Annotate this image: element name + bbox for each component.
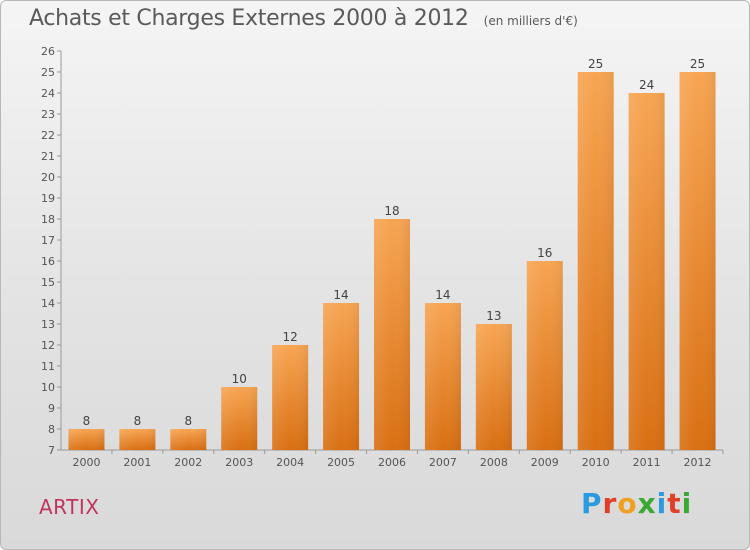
logo-letter: r xyxy=(602,487,618,520)
data-label: 16 xyxy=(537,246,552,260)
bar-shade xyxy=(221,387,258,450)
x-tick-label: 2002 xyxy=(174,456,202,469)
y-tick-label: 24 xyxy=(41,87,55,100)
data-label: 18 xyxy=(384,204,399,218)
y-tick-label: 16 xyxy=(41,255,55,268)
labels-group: 8 2000 8 2001 8 2002 10 2003 12 2004 14 2005 18 2006 1… xyxy=(72,57,711,469)
x-tick-label: 2004 xyxy=(276,456,304,469)
town-name: ARTIX xyxy=(39,495,100,519)
x-tick-label: 2000 xyxy=(72,456,100,469)
proxiti-logo: Proxiti xyxy=(581,487,692,520)
bars-group xyxy=(68,72,716,450)
x-tick-label: 2011 xyxy=(633,456,661,469)
chart-axes: 7 8 9 10 11 12 13 14 15 16 17 18 19 20 21 22 23 24 25 26 xyxy=(41,45,724,457)
data-label: 25 xyxy=(588,57,603,71)
y-tick-label: 17 xyxy=(41,234,55,247)
x-tick-label: 2009 xyxy=(531,456,559,469)
y-tick-label: 26 xyxy=(41,45,55,58)
y-tick-label: 10 xyxy=(41,381,55,394)
logo-letter: x xyxy=(637,487,657,520)
y-tick-label: 14 xyxy=(41,297,55,310)
y-tick-label: 19 xyxy=(41,192,55,205)
bar-shade xyxy=(577,72,614,450)
data-label: 8 xyxy=(83,414,91,428)
data-label: 10 xyxy=(232,372,247,386)
y-tick-label: 18 xyxy=(41,213,55,226)
x-tick-label: 2003 xyxy=(225,456,253,469)
bar-shade xyxy=(272,345,309,450)
x-tick-label: 2001 xyxy=(123,456,151,469)
bar-shade xyxy=(374,219,410,450)
x-tick-label: 2007 xyxy=(429,456,457,469)
bar-shade xyxy=(119,429,156,450)
bar-shade xyxy=(628,93,665,450)
x-tick-label: 2008 xyxy=(480,456,508,469)
y-tick-label: 23 xyxy=(41,108,55,121)
y-tick-label: 22 xyxy=(41,129,55,142)
y-tick-label: 25 xyxy=(41,66,55,79)
data-label: 24 xyxy=(639,78,654,92)
y-tick-label: 8 xyxy=(48,423,55,436)
y-tick-label: 7 xyxy=(48,444,55,457)
x-tick-label: 2006 xyxy=(378,456,406,469)
x-tick-label: 2005 xyxy=(327,456,355,469)
y-tick-label: 9 xyxy=(48,402,55,415)
bar-shade xyxy=(475,324,512,450)
data-label: 13 xyxy=(486,309,501,323)
x-tick-label: 2010 xyxy=(582,456,610,469)
x-tick-label: 2012 xyxy=(684,456,712,469)
logo-letter: o xyxy=(617,487,638,520)
bar-shade xyxy=(424,303,461,450)
data-label: 8 xyxy=(134,414,142,428)
title-main: Achats et Charges Externes 2000 à 2012 xyxy=(29,6,469,31)
data-label: 12 xyxy=(283,330,298,344)
y-tick-label: 20 xyxy=(41,171,55,184)
y-tick-label: 21 xyxy=(41,150,55,163)
y-tick-label: 11 xyxy=(41,360,55,373)
data-label: 8 xyxy=(184,414,192,428)
logo-letter: i xyxy=(681,487,693,520)
y-tick-label: 15 xyxy=(41,276,55,289)
y-tick-label: 13 xyxy=(41,318,55,331)
bar-shade xyxy=(68,429,105,450)
logo-letter: t xyxy=(667,487,682,520)
chart-title: Achats et Charges Externes 2000 à 2012 (… xyxy=(29,6,578,31)
data-label: 14 xyxy=(435,288,450,302)
y-tick-label: 12 xyxy=(41,339,55,352)
logo-letter: i xyxy=(656,487,668,520)
bar-shade xyxy=(323,303,360,450)
data-label: 14 xyxy=(333,288,348,302)
logo-letter: P xyxy=(581,487,603,520)
title-unit: (en milliers d'€) xyxy=(483,14,578,28)
data-label: 25 xyxy=(690,57,705,71)
bar-shade xyxy=(170,429,207,450)
bar-shade xyxy=(679,72,716,450)
bar-shade xyxy=(526,261,563,450)
